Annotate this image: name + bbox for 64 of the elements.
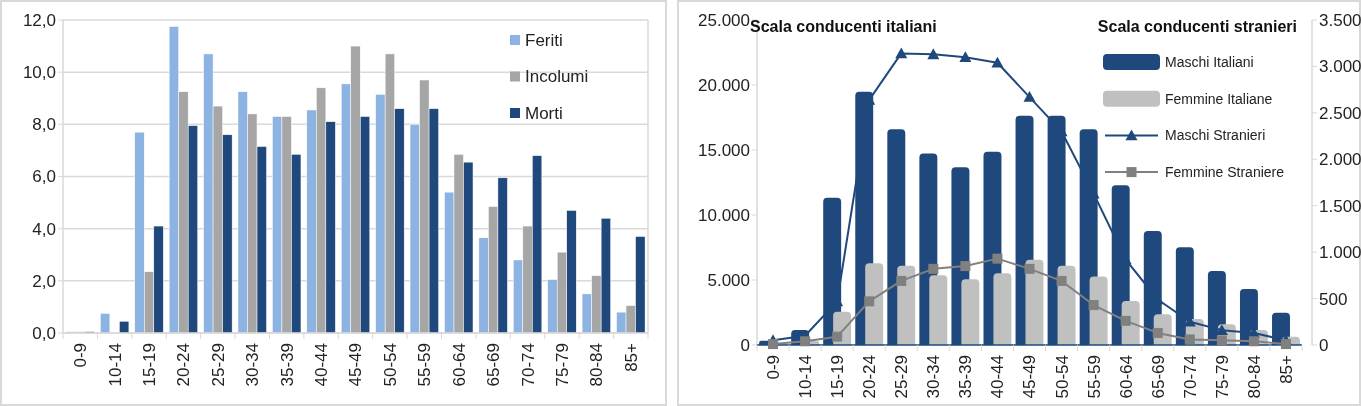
x-tick-label: 0-9 [71, 343, 91, 368]
x-tick-label: 65-69 [1148, 355, 1168, 399]
x-tick-label: 40-44 [988, 355, 1008, 399]
x-tick-label: 60-64 [1116, 355, 1136, 399]
y-axis-title: Scala conducenti italiani [750, 18, 937, 35]
x-tick-label: 20-24 [860, 355, 880, 399]
x-tick-label: 70-74 [518, 343, 538, 387]
y-tick-label: 5.000 [707, 270, 750, 290]
y-tick-label: 25.000 [698, 10, 750, 30]
y-tick-label: 2,0 [32, 271, 56, 291]
x-tick-label: 30-34 [243, 343, 263, 387]
x-tick-label: 15-19 [828, 355, 848, 399]
legend-label: Maschi Italiani [1165, 53, 1254, 70]
x-tick-label: 0-9 [763, 355, 783, 380]
x-tick-label: 10-14 [105, 343, 125, 387]
y-tick-label: 15.000 [698, 140, 750, 160]
y-tick-label: 4,0 [32, 219, 56, 239]
y2-tick-label: 1.000 [1319, 243, 1361, 263]
x-tick-label: 80-84 [1244, 355, 1264, 399]
x-tick-label: 75-79 [552, 343, 572, 387]
x-tick-label: 55-59 [1084, 355, 1104, 399]
y-tick-label: 12,0 [22, 10, 56, 30]
x-tick-label: 50-54 [380, 343, 400, 387]
legend-label: Maschi Stranieri [1165, 127, 1266, 144]
y2-axis-title: Scala conducenti stranieri [1097, 18, 1297, 35]
y2-tick-label: 0 [1319, 335, 1329, 355]
x-tick-label: 10-14 [796, 355, 816, 399]
y-tick-label: 0 [740, 335, 750, 355]
x-tick-label: 50-54 [1052, 355, 1072, 399]
x-tick-label: 70-74 [1180, 355, 1200, 399]
y-tick-label: 0,0 [32, 323, 56, 343]
x-tick-label: 75-79 [1212, 355, 1232, 399]
legend-label: Morti [525, 103, 563, 123]
y2-tick-label: 500 [1319, 289, 1348, 309]
y-tick-label: 10.000 [698, 205, 750, 225]
y-tick-label: 6,0 [32, 167, 56, 187]
x-tick-label: 20-24 [174, 343, 194, 387]
y-tick-label: 8,0 [32, 115, 56, 135]
x-tick-label: 35-39 [956, 355, 976, 399]
y2-tick-label: 2.500 [1319, 103, 1361, 123]
x-tick-label: 65-69 [484, 343, 504, 387]
x-tick-label: 35-39 [277, 343, 297, 387]
legend-label: Incolumi [525, 67, 589, 87]
y2-tick-label: 3.000 [1319, 57, 1361, 77]
legend-label: Femmine Italiane [1165, 90, 1273, 107]
x-tick-label: 85+ [621, 342, 641, 372]
x-tick-label: 15-19 [139, 343, 159, 387]
y2-tick-label: 1.500 [1319, 196, 1361, 216]
x-tick-label: 40-44 [312, 343, 332, 387]
legend-label: Femmine Straniere [1165, 164, 1285, 180]
y-tick-label: 20.000 [698, 75, 750, 95]
y2-tick-label: 3.500 [1319, 10, 1361, 30]
x-tick-label: 80-84 [587, 343, 607, 387]
x-tick-label: 30-34 [924, 355, 944, 399]
y2-tick-label: 2.000 [1319, 150, 1361, 170]
x-tick-label: 85+ [1276, 354, 1296, 384]
x-tick-label: 60-64 [449, 343, 469, 387]
x-tick-label: 55-59 [415, 343, 435, 387]
x-tick-label: 45-49 [1020, 355, 1040, 399]
legend-label: Feriti [525, 30, 563, 50]
y-tick-label: 10,0 [22, 63, 56, 83]
x-tick-label: 25-29 [208, 343, 228, 387]
x-tick-label: 45-49 [346, 343, 366, 387]
x-tick-label: 25-29 [892, 355, 912, 399]
